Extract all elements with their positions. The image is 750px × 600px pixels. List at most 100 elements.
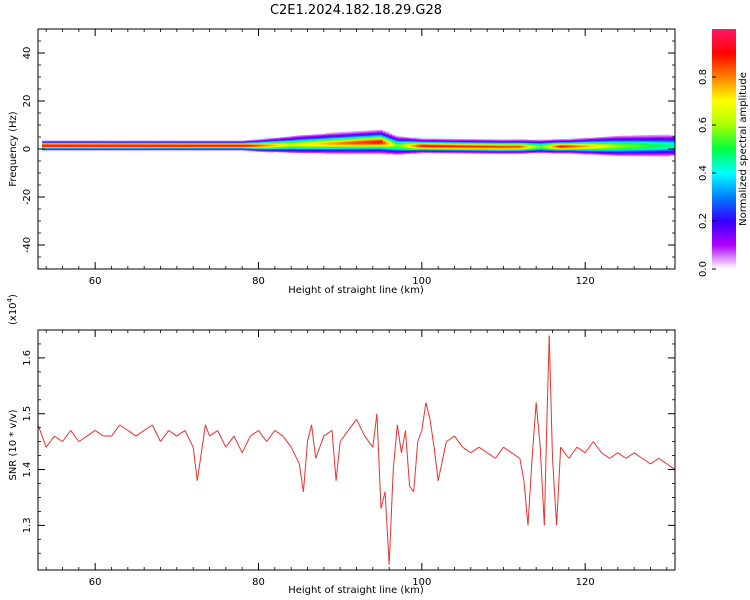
heatmap-cell xyxy=(380,130,383,131)
heatmap-cell xyxy=(374,130,377,131)
heatmap-cell xyxy=(268,138,271,139)
heatmap-cell xyxy=(452,139,455,140)
heatmap-cell xyxy=(328,133,331,134)
heatmap-cell xyxy=(476,139,479,140)
heatmap-cell xyxy=(392,135,395,136)
heatmap-cell xyxy=(606,137,609,138)
heatmap-cell xyxy=(395,136,398,137)
heatmap-cell xyxy=(624,136,627,137)
heatmap-cell xyxy=(401,137,404,138)
heatmap-cell xyxy=(404,137,407,138)
heatmap-cell xyxy=(280,137,283,138)
heatmap-cell xyxy=(440,139,443,140)
heatmap-cell xyxy=(139,141,142,142)
heatmap-cell xyxy=(90,141,93,142)
heatmap-cell xyxy=(618,136,621,137)
heatmap-cell xyxy=(437,139,440,140)
heatmap-cell xyxy=(48,141,51,142)
heatmap-cell xyxy=(657,135,660,136)
heatmap-cell xyxy=(151,141,154,142)
heatmap-cell xyxy=(645,135,648,136)
x-tick-label: 60 xyxy=(89,276,102,287)
heatmap-cell xyxy=(208,141,211,142)
heatmap-cell xyxy=(325,133,328,134)
heatmap-cell xyxy=(428,139,431,140)
heatmap-cell xyxy=(666,135,669,136)
heatmap-cell xyxy=(413,138,416,139)
heatmap-cell xyxy=(597,137,600,138)
heatmap-cell xyxy=(181,141,184,142)
heatmap-cell xyxy=(142,141,145,142)
heatmap-cell xyxy=(313,135,316,136)
heatmap-cell xyxy=(184,141,187,142)
heatmap-cell xyxy=(87,141,90,142)
heatmap-cell xyxy=(488,139,491,140)
heatmap-cell xyxy=(539,140,542,141)
heatmap-cell xyxy=(603,137,606,138)
heatmap-cell xyxy=(389,134,392,135)
heatmap-cell xyxy=(66,141,69,142)
heatmap-cell xyxy=(500,139,503,140)
heatmap-cell xyxy=(545,140,548,141)
heatmap-cell xyxy=(178,141,181,142)
heatmap-cell xyxy=(579,138,582,139)
heatmap-cell xyxy=(627,136,630,137)
heatmap-cell xyxy=(470,139,473,140)
heatmap-cell xyxy=(286,137,289,138)
heatmap-cell xyxy=(120,141,123,142)
heatmap-cell xyxy=(190,141,193,142)
heatmap-cell xyxy=(642,135,645,136)
heatmap-cell xyxy=(93,141,96,142)
heatmap-cell xyxy=(557,139,560,140)
heatmap-cell xyxy=(434,139,437,140)
heatmap-cell xyxy=(99,141,102,142)
heatmap-cell xyxy=(111,141,114,142)
heatmap-cell xyxy=(114,141,117,142)
heatmap-cell xyxy=(530,140,533,141)
heatmap-cell xyxy=(371,130,374,131)
heatmap-cell xyxy=(316,134,319,135)
heatmap-cell xyxy=(533,140,536,141)
heatmap-cell xyxy=(383,131,386,132)
heatmap-cell xyxy=(322,134,325,135)
heatmap-cell xyxy=(609,136,612,137)
heatmap-cell xyxy=(172,141,175,142)
heatmap-cell xyxy=(175,141,178,142)
heatmap-cell xyxy=(259,139,262,140)
heatmap-cell xyxy=(310,135,313,136)
heatmap-cell xyxy=(527,140,530,141)
figure-title: C2E1.2024.182.18.29.G28 xyxy=(270,3,442,18)
heatmap-cell xyxy=(503,139,506,140)
heatmap-cell xyxy=(199,141,202,142)
heatmap-cell xyxy=(289,136,292,137)
heatmap-cell xyxy=(591,138,594,139)
heatmap-cell xyxy=(669,136,672,137)
heatmap-cell xyxy=(81,141,84,142)
heatmap-cell xyxy=(343,132,346,133)
heatmap-cell xyxy=(51,141,54,142)
heatmap-cell xyxy=(63,141,66,142)
heatmap-cell xyxy=(407,137,410,138)
heatmap-cell xyxy=(350,132,353,133)
heatmap-cell xyxy=(600,137,603,138)
heatmap-cell xyxy=(449,139,452,140)
heatmap-cell xyxy=(247,140,250,141)
heatmap-cell xyxy=(277,138,280,139)
heatmap-cell xyxy=(78,141,81,142)
heatmap-cell xyxy=(298,135,301,136)
heatmap-cell xyxy=(446,139,449,140)
heatmap-cell xyxy=(621,136,624,137)
heatmap-cell xyxy=(410,138,413,139)
heatmap-cell xyxy=(271,138,274,139)
heatmap-cell xyxy=(235,141,238,142)
heatmap-cell xyxy=(560,139,563,140)
heatmap-cell xyxy=(160,141,163,142)
heatmap-cell xyxy=(582,138,585,139)
heatmap-cell xyxy=(169,141,172,142)
heatmap-cell xyxy=(576,138,579,139)
heatmap-cell xyxy=(133,141,136,142)
heatmap-cell xyxy=(521,139,524,140)
heatmap-cell xyxy=(506,139,509,140)
heatmap-cell xyxy=(639,135,642,136)
heatmap-cell xyxy=(660,135,663,136)
